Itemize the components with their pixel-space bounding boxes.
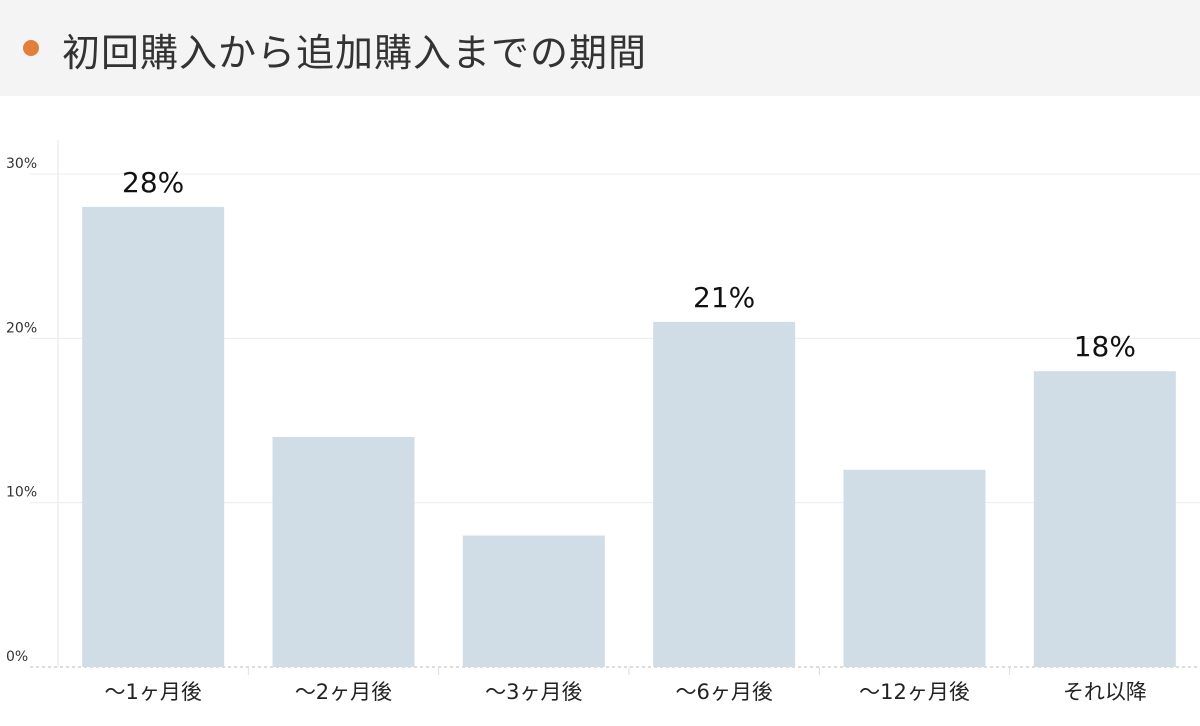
y-axis-ticks: 0% 10% 20% 30% bbox=[6, 156, 37, 665]
bar bbox=[1033, 371, 1176, 667]
data-label: 21% bbox=[693, 281, 755, 314]
title-bullet-dot bbox=[23, 40, 39, 56]
y-tick-label: 0% bbox=[6, 649, 28, 665]
y-tick-label: 30% bbox=[6, 156, 37, 172]
bar bbox=[272, 436, 415, 667]
x-axis-categories: 〜1ヶ月後 〜2ヶ月後 〜3ヶ月後 〜6ヶ月後 〜12ヶ月後 それ以降 bbox=[104, 667, 1147, 704]
grid-lines bbox=[30, 140, 1200, 668]
data-label: 18% bbox=[1074, 330, 1136, 363]
data-labels: 28% 21% 18% bbox=[122, 166, 1136, 363]
x-category-label: それ以降 bbox=[1063, 680, 1147, 704]
bar bbox=[843, 469, 986, 667]
x-category-label: 〜12ヶ月後 bbox=[859, 680, 970, 704]
bar bbox=[82, 206, 225, 667]
bar bbox=[653, 321, 796, 667]
chart-header: 初回購入から追加購入までの期間 bbox=[0, 0, 1200, 96]
x-category-label: 〜3ヶ月後 bbox=[485, 680, 582, 704]
x-category-label: 〜6ヶ月後 bbox=[675, 680, 772, 704]
bar-chart: 0% 10% 20% 30% 28% 21% 18% 〜1ヶ月後 〜2ヶ月後 〜3ヶ月後 〜6ヶ… bbox=[6, 140, 1200, 704]
data-label: 28% bbox=[122, 166, 184, 199]
bars bbox=[82, 206, 1176, 667]
bar bbox=[462, 535, 605, 667]
y-tick-label: 10% bbox=[6, 485, 37, 501]
x-category-label: 〜1ヶ月後 bbox=[104, 680, 201, 704]
x-category-label: 〜2ヶ月後 bbox=[295, 680, 392, 704]
y-tick-label: 20% bbox=[6, 320, 37, 336]
chart-title: 初回購入から追加購入までの期間 bbox=[62, 31, 648, 75]
